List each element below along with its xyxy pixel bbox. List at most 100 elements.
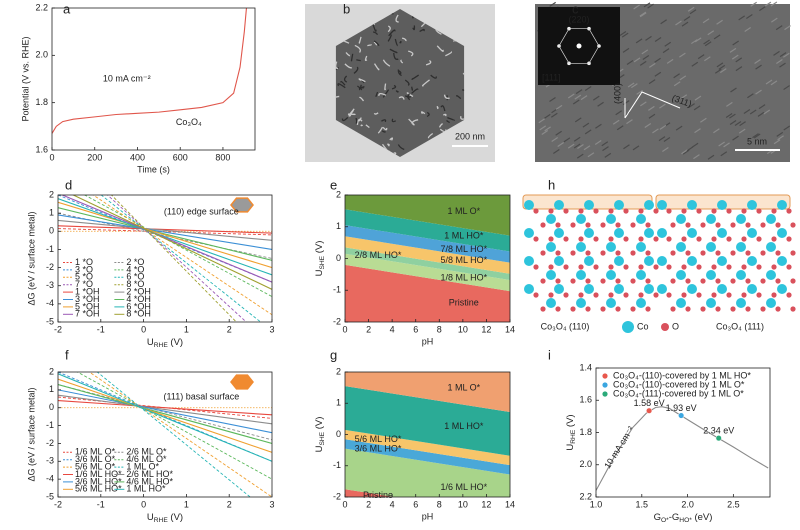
co-atom xyxy=(546,242,556,252)
lattice-fringe xyxy=(783,85,790,91)
lattice-fringe xyxy=(729,47,737,53)
o-atom xyxy=(608,236,614,242)
line-series xyxy=(58,383,272,444)
o-atom xyxy=(685,222,691,228)
co-atom xyxy=(636,270,646,280)
lattice-fringe xyxy=(784,25,791,31)
legend-label: Co₃O₄-(110)-covered by 1 ML HO* xyxy=(613,370,751,380)
lattice-fringe xyxy=(702,18,710,24)
panel-letter: b xyxy=(343,1,350,16)
o-atom xyxy=(653,208,659,214)
o-atom xyxy=(555,278,561,284)
line-series xyxy=(58,201,272,269)
co-atom xyxy=(717,256,727,266)
axis-title-part: (V) xyxy=(314,241,325,256)
line-series xyxy=(72,195,272,290)
line-series xyxy=(596,406,769,491)
o-atom xyxy=(533,208,539,214)
texture-stroke xyxy=(387,25,391,33)
lattice-fringe xyxy=(725,113,733,118)
axis-title-part: U xyxy=(314,445,325,452)
legend-marker xyxy=(602,391,608,397)
texture-stroke xyxy=(411,119,419,124)
axis-title: URHE (V) xyxy=(565,414,577,450)
lattice-fringe xyxy=(626,60,634,66)
y-tick-label: -1 xyxy=(46,420,54,430)
lattice-fringe xyxy=(644,123,652,129)
co-atom xyxy=(576,214,586,224)
co-atom xyxy=(747,228,757,238)
lattice-fringe xyxy=(647,3,654,9)
o-atom xyxy=(700,250,706,256)
lattice-fringe xyxy=(779,62,786,68)
lattice-fringe xyxy=(639,11,647,17)
lattice-fringe xyxy=(623,144,630,150)
y-tick-label: 1.4 xyxy=(579,362,592,372)
axis-title-subscript: SHE xyxy=(319,431,326,445)
o-atom xyxy=(638,208,644,214)
o-atom xyxy=(540,278,546,284)
axis-title-subscript: SHE xyxy=(319,255,326,269)
texture-stroke xyxy=(356,118,363,126)
o-atom xyxy=(726,208,732,214)
lattice-fringe xyxy=(679,75,687,81)
plane-label: (400) xyxy=(612,83,622,104)
o-atom xyxy=(608,208,614,214)
o-atom xyxy=(653,236,659,242)
legend-label: 4 *OH xyxy=(126,294,151,304)
lattice-fringe xyxy=(694,95,702,101)
y-tick-label: 2.2 xyxy=(35,2,48,12)
lattice-fringe xyxy=(555,104,563,110)
o-atom xyxy=(593,292,599,298)
texture-stroke xyxy=(411,74,420,80)
lattice-fringe xyxy=(783,125,791,131)
texture-stroke xyxy=(382,89,389,98)
line-series xyxy=(58,207,272,261)
y-tick-label: 0 xyxy=(336,253,341,263)
co-atom xyxy=(554,256,564,266)
x-tick-label: 1 xyxy=(184,499,189,509)
scale-bar-label: 200 nm xyxy=(455,131,485,141)
co-atom xyxy=(606,214,616,224)
o-atom xyxy=(600,222,606,228)
x-tick-label: 8 xyxy=(437,324,442,334)
o-atom xyxy=(645,222,651,228)
y-tick-label: -2 xyxy=(333,316,341,326)
y-tick-label: -5 xyxy=(46,316,54,326)
texture-stroke xyxy=(408,50,414,57)
texture-stroke xyxy=(367,43,372,47)
lattice-fringe xyxy=(582,122,590,128)
o-atom xyxy=(593,236,599,242)
co-atom xyxy=(766,298,776,308)
texture-stroke xyxy=(397,69,402,77)
co-atom xyxy=(736,270,746,280)
o-atom xyxy=(715,278,721,284)
lattice-fringe xyxy=(735,57,743,63)
plot-frame xyxy=(51,7,256,151)
lattice-fringe xyxy=(729,120,737,126)
texture-stroke xyxy=(425,59,432,66)
x-tick-label: 4 xyxy=(390,324,395,334)
texture-stroke xyxy=(382,59,391,67)
axis-title-part: (V) xyxy=(565,414,576,429)
legend-label: 4 *O xyxy=(126,264,144,274)
x-tick-label: 1 xyxy=(184,324,189,334)
lattice-fringe xyxy=(754,58,761,64)
o-atom xyxy=(645,306,651,312)
lattice-fringe xyxy=(775,25,783,31)
o-atom xyxy=(745,222,751,228)
y-tick-label: -1 xyxy=(333,460,341,470)
line-series xyxy=(100,195,262,322)
o-atom xyxy=(555,250,561,256)
lattice-fringe xyxy=(693,154,700,160)
o-atom xyxy=(555,306,561,312)
line-series xyxy=(58,394,272,425)
lattice-fringe xyxy=(773,50,780,56)
co-atom xyxy=(524,284,534,294)
co-atom xyxy=(644,284,654,294)
phase-region xyxy=(345,247,510,281)
y-tick-label: -4 xyxy=(46,298,54,308)
x-tick-label: 14 xyxy=(505,324,515,334)
lattice-fringe xyxy=(718,64,726,70)
co-atom xyxy=(584,284,594,294)
